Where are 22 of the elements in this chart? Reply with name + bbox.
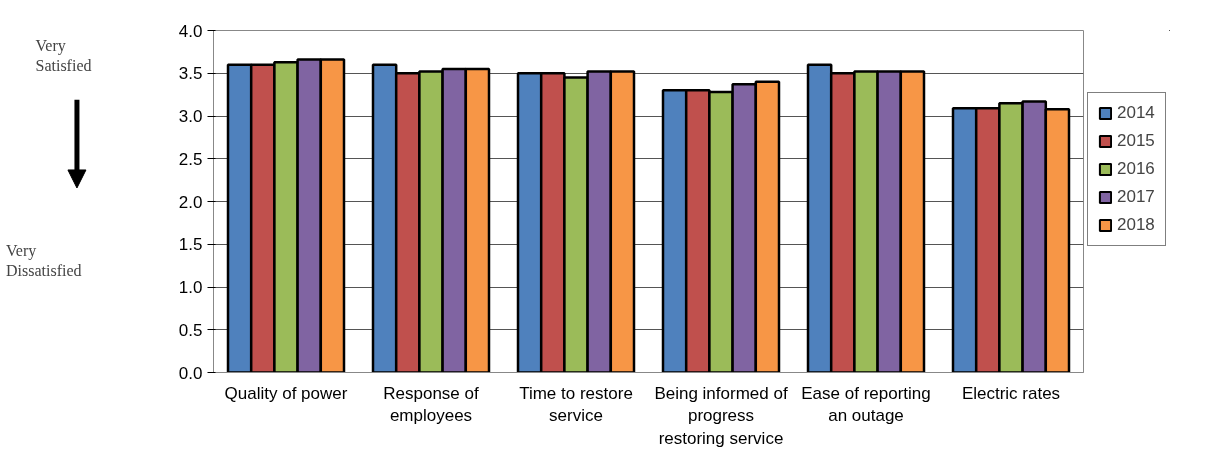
y-tick-label: 0.5 <box>178 320 203 340</box>
legend-label: 2016 <box>1117 159 1155 179</box>
x-tick-label: Being informed of progress restoring service <box>654 383 788 449</box>
y-tick-label: 2.0 <box>178 192 203 212</box>
legend-label: 2014 <box>1117 103 1155 123</box>
text: Very Satisfied <box>35 36 92 75</box>
y-tick-label: 2.5 <box>178 149 203 169</box>
y-tick-label: 3.5 <box>178 64 203 84</box>
y-tick-label: 1.0 <box>178 278 203 297</box>
y-tick-label: 0.0 <box>178 363 203 383</box>
y-tick-label: 1.5 <box>178 235 203 255</box>
x-tick-label: Ease of reporting an outage <box>801 383 931 426</box>
y-tick-label: 4.0 <box>178 21 203 41</box>
text: Very Dissatisfied <box>6 241 82 280</box>
x-tick-label: Quality of power <box>224 383 348 403</box>
legend-label: 2015 <box>1117 131 1155 151</box>
x-tick-label: Time to restore service <box>519 383 633 426</box>
legend-label: 2018 <box>1117 215 1155 235</box>
y-tick-label: 3.0 <box>178 107 203 126</box>
legend-label: 2017 <box>1117 187 1155 207</box>
x-tick-label: Response of employees <box>383 383 479 426</box>
x-tick-label: Electric rates <box>961 383 1061 403</box>
